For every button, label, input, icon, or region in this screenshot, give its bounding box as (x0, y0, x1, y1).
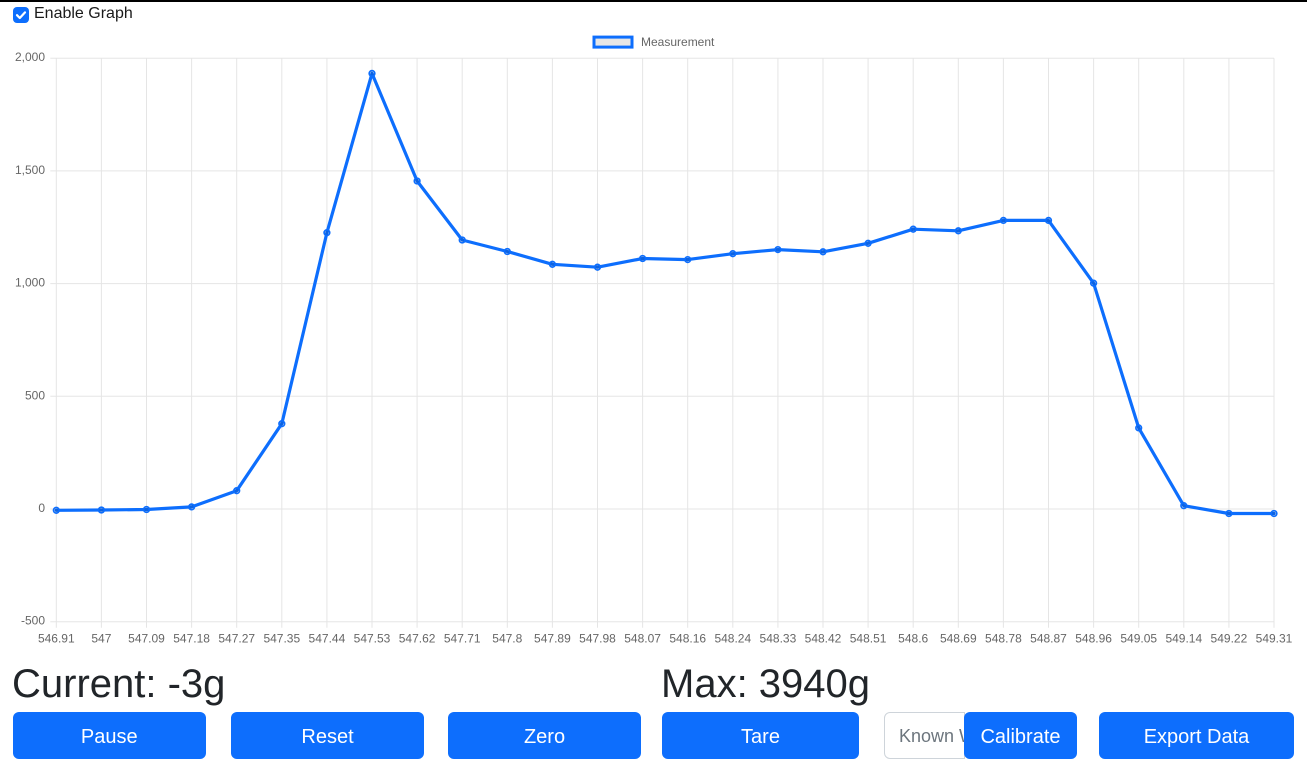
svg-text:547.44: 547.44 (309, 632, 346, 646)
svg-text:-500: -500 (21, 614, 45, 628)
svg-text:546.91: 546.91 (38, 632, 75, 646)
svg-text:548.33: 548.33 (760, 632, 797, 646)
svg-text:547.18: 547.18 (173, 632, 210, 646)
svg-text:547.8: 547.8 (492, 632, 522, 646)
svg-text:548.96: 548.96 (1075, 632, 1112, 646)
svg-text:547: 547 (91, 632, 111, 646)
svg-text:548.78: 548.78 (985, 632, 1022, 646)
svg-text:548.69: 548.69 (940, 632, 977, 646)
svg-text:547.71: 547.71 (444, 632, 481, 646)
svg-text:548.16: 548.16 (669, 632, 706, 646)
svg-text:2,000: 2,000 (15, 50, 45, 64)
svg-text:500: 500 (25, 388, 45, 402)
svg-text:548.51: 548.51 (850, 632, 887, 646)
svg-text:549.22: 549.22 (1211, 632, 1248, 646)
svg-text:547.09: 547.09 (128, 632, 165, 646)
svg-text:547.89: 547.89 (534, 632, 571, 646)
svg-text:548.6: 548.6 (898, 632, 928, 646)
svg-text:548.24: 548.24 (714, 632, 751, 646)
svg-text:Measurement: Measurement (641, 35, 715, 49)
svg-text:548.42: 548.42 (805, 632, 842, 646)
svg-text:547.27: 547.27 (218, 632, 255, 646)
svg-text:549.31: 549.31 (1256, 632, 1293, 646)
svg-text:547.35: 547.35 (263, 632, 300, 646)
svg-text:1,500: 1,500 (15, 163, 45, 177)
svg-text:0: 0 (38, 501, 45, 515)
svg-text:1,000: 1,000 (15, 276, 45, 290)
svg-text:548.87: 548.87 (1030, 632, 1067, 646)
svg-text:547.62: 547.62 (399, 632, 436, 646)
svg-text:549.05: 549.05 (1120, 632, 1157, 646)
svg-text:547.98: 547.98 (579, 632, 616, 646)
svg-text:548.07: 548.07 (624, 632, 661, 646)
svg-text:549.14: 549.14 (1165, 632, 1202, 646)
svg-text:547.53: 547.53 (354, 632, 391, 646)
